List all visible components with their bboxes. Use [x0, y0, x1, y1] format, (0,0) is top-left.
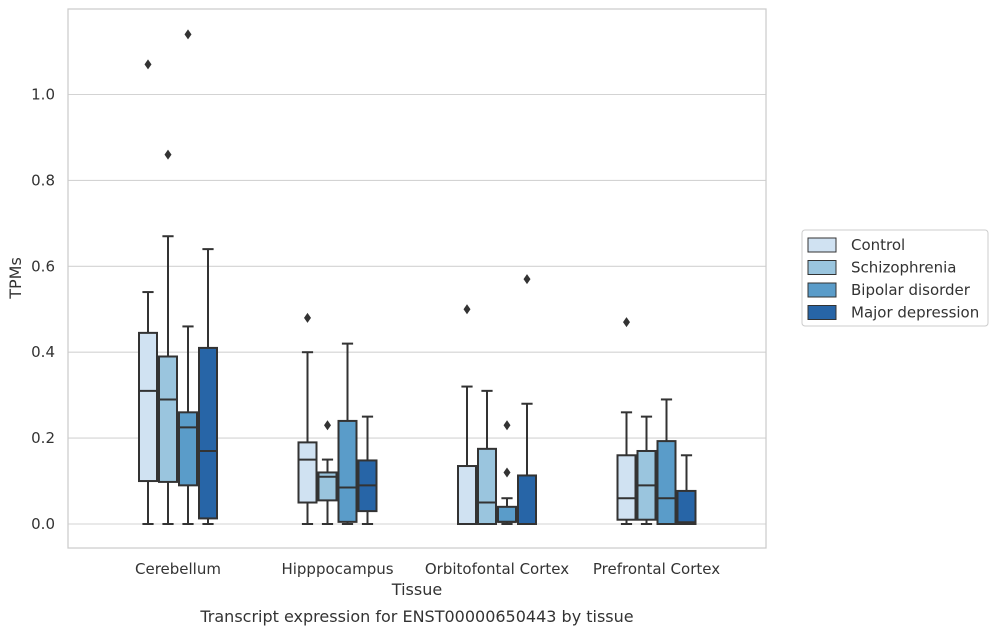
plot-frame	[67, 8, 767, 549]
legend: Control Schizophrenia Bipolar disorder Majo…	[801, 229, 989, 327]
box-group	[457, 274, 537, 525]
x-category-label: Orbitofontal Cortex	[425, 560, 569, 578]
y-tick-label: 0.6	[31, 257, 55, 275]
box	[477, 447, 497, 525]
legend-frame	[801, 229, 989, 327]
y-tick-label: 0.2	[31, 429, 55, 447]
legend-label: Bipolar disorder	[851, 281, 971, 299]
box	[497, 505, 517, 523]
outlier-marker	[503, 420, 511, 431]
box	[297, 441, 318, 504]
box	[616, 454, 637, 521]
outlier-marker	[304, 312, 311, 323]
outlier-marker	[463, 304, 471, 315]
x-category-label: Cerebellum	[135, 560, 221, 578]
legend-swatch	[807, 237, 837, 253]
legend-label: Major depression	[851, 304, 979, 322]
legend-label: Schizophrenia	[851, 259, 956, 277]
outlier-marker	[324, 420, 331, 431]
box	[178, 411, 198, 487]
legend-item: Major depression	[807, 304, 979, 322]
legend-label: Control	[851, 236, 905, 254]
outlier-marker	[144, 59, 152, 70]
legend-swatch	[807, 282, 837, 298]
y-axis-title: TPMs	[6, 257, 25, 300]
box-groups	[138, 29, 697, 526]
x-category-label: Prefrontal Cortex	[593, 560, 720, 578]
outlier-marker	[523, 274, 531, 285]
legend-swatch	[807, 305, 837, 320]
outlier-marker	[184, 29, 192, 40]
legend-item: Control	[807, 236, 905, 254]
y-tick-label: 0.8	[31, 171, 55, 189]
legend-swatch	[807, 260, 837, 275]
outlier-marker	[623, 317, 630, 328]
outlier-marker	[503, 467, 511, 478]
box	[138, 331, 158, 483]
box-group	[616, 317, 697, 526]
y-tick-label: 1.0	[31, 86, 55, 104]
y-tick-labels: 0.0 0.2 0.4 0.6 0.8 1.0	[31, 86, 55, 534]
box	[198, 346, 218, 520]
box	[676, 489, 697, 525]
x-category-labels: Cerebellum Hipppocampus Orbitofontal Corte…	[135, 560, 720, 578]
figure-caption: Transcript expression for ENST0000065044…	[199, 607, 633, 626]
box	[317, 471, 338, 502]
box	[337, 419, 358, 523]
box	[158, 355, 178, 483]
box-group	[138, 29, 218, 525]
box	[457, 465, 477, 525]
box	[656, 440, 677, 526]
y-tick-label: 0.4	[31, 343, 55, 361]
x-axis-title: Tissue	[391, 580, 442, 599]
box-group	[297, 312, 378, 525]
x-category-label: Hipppocampus	[281, 560, 393, 578]
y-tick-label: 0.0	[31, 515, 55, 533]
outlier-marker	[164, 149, 172, 160]
legend-item: Schizophrenia	[807, 259, 956, 277]
legend-item: Bipolar disorder	[807, 281, 971, 299]
box	[517, 474, 537, 525]
